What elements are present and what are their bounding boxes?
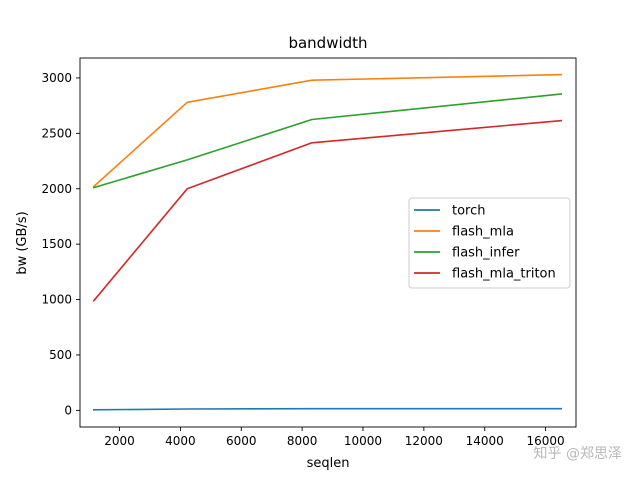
legend-label: flash_mla_triton <box>452 267 556 282</box>
x-tick-label: 16000 <box>526 434 564 448</box>
axes: 2000 4000 6000 8000 10000 12000 14000 16000 0 500… <box>41 57 577 448</box>
x-tick-label: 2000 <box>104 434 135 448</box>
chart-title: bandwidth <box>288 34 367 52</box>
y-tick-label: 500 <box>49 348 72 362</box>
y-tick-label: 1000 <box>41 293 72 307</box>
series-line-flash-mla-triton <box>92 119 563 302</box>
y-tick-label: 2500 <box>41 126 72 140</box>
x-tick-label: 14000 <box>466 434 504 448</box>
x-axis-title: seqlen <box>307 456 350 471</box>
x-tick-label: 10000 <box>344 434 382 448</box>
y-axis-title: bw (GB/s) <box>15 211 30 274</box>
x-tick-label: 12000 <box>405 434 443 448</box>
legend-label: flash_mla <box>452 225 514 240</box>
legend: torch flash_mla flash_infer flash_mla_trito… <box>408 197 571 289</box>
plot-frame <box>79 57 577 428</box>
series-line-flash-infer <box>92 93 563 189</box>
y-tick-label: 2000 <box>41 182 72 196</box>
x-tick-label: 6000 <box>226 434 257 448</box>
y-tick-label: 1500 <box>41 237 72 251</box>
watermark-text: 知乎 @郑思泽 <box>534 445 622 462</box>
legend-box <box>408 197 571 289</box>
plot-area <box>92 73 563 411</box>
legend-label: flash_infer <box>452 246 520 261</box>
series-line-torch <box>92 407 563 411</box>
y-tick-label: 0 <box>64 403 72 417</box>
x-tick-label: 4000 <box>165 434 196 448</box>
x-tick-label: 8000 <box>287 434 318 448</box>
legend-label: torch <box>452 204 486 219</box>
series-line-flash-mla <box>92 73 563 188</box>
y-tick-label: 3000 <box>41 71 72 85</box>
